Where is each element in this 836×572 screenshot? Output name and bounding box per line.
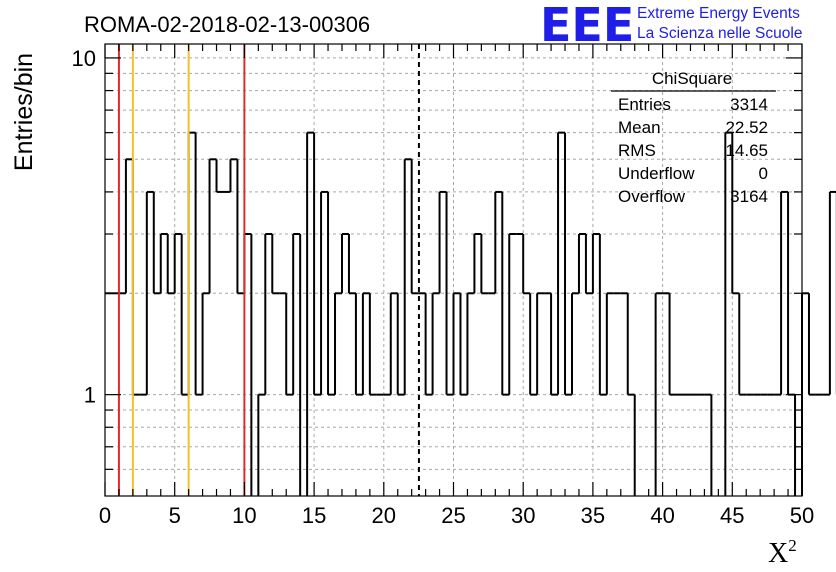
x-tick-label: 45 xyxy=(720,503,744,528)
stats-value-underflow: 0 xyxy=(759,164,768,183)
logo-line1: Extreme Energy Events xyxy=(637,5,800,22)
x-tick-label: 20 xyxy=(372,503,396,528)
stats-label-underflow: Underflow xyxy=(618,164,695,183)
x-tick-label: 10 xyxy=(232,503,256,528)
stats-value-rms: 14.65 xyxy=(725,141,768,160)
logo-line2: La Scienza nelle Scuole xyxy=(637,25,802,42)
y-tick-label: 1 xyxy=(84,383,96,408)
x-axis-label: X2 xyxy=(768,536,797,569)
x-tick-label: 40 xyxy=(650,503,674,528)
stats-label-rms: RMS xyxy=(618,141,656,160)
stats-value-overflow: 3164 xyxy=(730,187,768,206)
chart-title: ROMA-02-2018-02-13-00306 xyxy=(84,12,370,37)
stats-label-overflow: Overflow xyxy=(618,187,686,206)
x-tick-label: 0 xyxy=(99,503,111,528)
stats-value-entries: 3314 xyxy=(730,95,768,114)
eee-logo: EEE Extreme Energy Events La Scienza nel… xyxy=(540,0,802,52)
stats-label-entries: Entries xyxy=(618,95,671,114)
x-tick-label: 50 xyxy=(790,503,814,528)
x-tick-label: 25 xyxy=(441,503,465,528)
stats-box: ChiSquare Entries 3314 Mean 22.52 RMS 14… xyxy=(611,69,776,206)
y-tick-label: 10 xyxy=(72,46,96,71)
x-tick-label: 30 xyxy=(511,503,535,528)
stats-value-mean: 22.52 xyxy=(725,118,768,137)
stats-box-name: ChiSquare xyxy=(652,69,732,88)
x-tick-label: 15 xyxy=(302,503,326,528)
x-tick-label: 5 xyxy=(169,503,181,528)
reference-lines xyxy=(117,44,420,496)
y-axis-label: Entries/bin xyxy=(10,53,38,171)
x-tick-label: 35 xyxy=(581,503,605,528)
axis-ticks: 0 5 10 15 20 25 30 35 40 45 50 1 10 xyxy=(72,44,814,528)
logo-mark: EEE xyxy=(540,0,634,52)
stats-label-mean: Mean xyxy=(618,118,661,137)
histogram-bars xyxy=(105,131,836,496)
